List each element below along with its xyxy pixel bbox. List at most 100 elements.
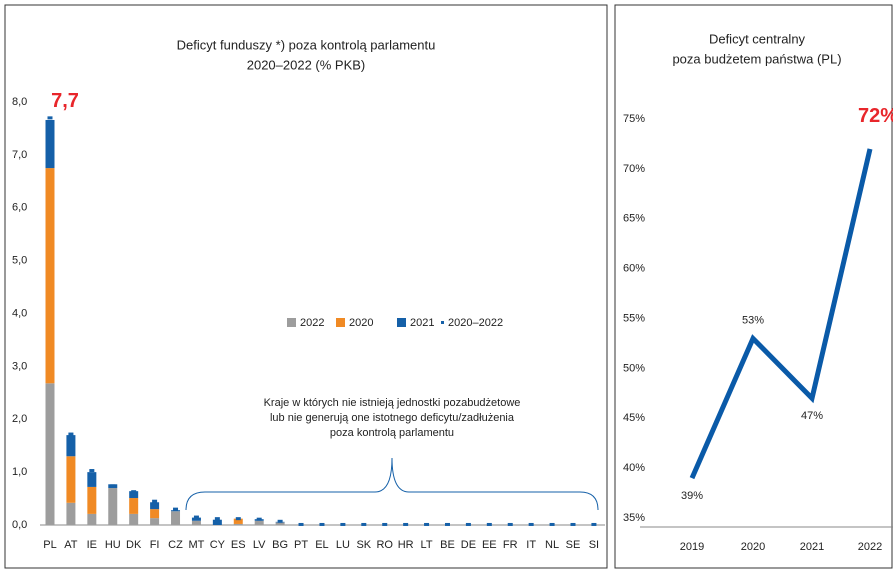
data-label: 72%	[858, 105, 893, 127]
bar-segment	[233, 523, 243, 525]
total-dot	[152, 499, 158, 503]
annotation: lub nie generują one istotnego deficytu/…	[270, 412, 515, 424]
total-dot	[591, 522, 597, 526]
data-label: 47%	[801, 410, 823, 422]
bar-segment	[150, 509, 160, 519]
x-tick-label: CY	[210, 539, 226, 551]
total-dot	[444, 522, 450, 526]
y-tick-label: 65%	[623, 213, 645, 225]
bar-segment	[191, 517, 201, 521]
legend-label: 2020	[349, 317, 373, 329]
data-label: 7,7	[51, 90, 79, 112]
x-tick-label: PL	[43, 539, 56, 551]
x-tick-label: MT	[188, 539, 204, 551]
bar-segment	[171, 510, 181, 512]
bar-segment	[66, 456, 76, 503]
total-dot	[277, 519, 283, 523]
x-tick-label: 2022	[858, 541, 882, 553]
legend-label: 2021	[410, 317, 434, 329]
bar-segment	[129, 513, 139, 525]
total-dot	[256, 517, 262, 521]
x-tick-label: DK	[126, 539, 142, 551]
bar-segment	[212, 519, 222, 525]
bar-segment	[45, 168, 55, 384]
y-tick-label: 40%	[623, 462, 645, 474]
legend-swatch	[287, 318, 296, 327]
y-tick-label: 55%	[623, 312, 645, 324]
bar-segment	[45, 119, 55, 169]
total-dot	[549, 522, 555, 526]
x-tick-label: FI	[150, 539, 160, 551]
y-tick-label: 45%	[623, 412, 645, 424]
bar-segment	[87, 472, 97, 487]
x-tick-label: AT	[64, 539, 78, 551]
bar-segment	[66, 502, 76, 525]
total-dot	[507, 522, 513, 526]
total-dot	[486, 522, 492, 526]
x-tick-label: BG	[272, 539, 288, 551]
bar-segment	[233, 518, 243, 524]
bar-segment	[150, 502, 160, 510]
total-dot	[465, 522, 471, 526]
total-dot	[131, 490, 137, 494]
total-dot	[110, 484, 116, 488]
y-tick-label: 8,0	[12, 96, 27, 108]
y-tick-label: 4,0	[12, 307, 27, 319]
x-tick-label: LU	[336, 539, 350, 551]
y-tick-label: 2,0	[12, 413, 27, 425]
total-dot	[173, 507, 179, 511]
x-tick-label: 2019	[680, 541, 704, 553]
x-tick-label: SI	[589, 539, 599, 551]
x-tick-label: HU	[105, 539, 121, 551]
total-dot	[528, 522, 534, 526]
x-tick-label: EL	[315, 539, 328, 551]
total-dot	[570, 522, 576, 526]
bar-segment	[66, 435, 76, 457]
x-tick-label: IE	[87, 539, 97, 551]
bar-segment	[108, 487, 118, 525]
x-tick-label: ES	[231, 539, 246, 551]
x-tick-label: 2021	[800, 541, 824, 553]
legend-label: 2020–2022	[448, 317, 503, 329]
bar-segment	[191, 520, 201, 525]
chart-title: Deficyt centralny	[709, 31, 806, 46]
total-dot	[361, 522, 367, 526]
y-tick-label: 7,0	[12, 149, 27, 161]
legend-swatch	[441, 321, 444, 324]
bar-segment	[129, 491, 139, 499]
total-dot	[298, 522, 304, 526]
total-dot	[382, 522, 388, 526]
y-tick-label: 5,0	[12, 255, 27, 267]
y-tick-label: 6,0	[12, 202, 27, 214]
x-tick-label: IT	[526, 539, 536, 551]
legend-label: 2022	[300, 317, 324, 329]
bar-segment	[275, 522, 285, 525]
total-dot	[193, 515, 199, 519]
x-tick-label: LT	[421, 539, 433, 551]
x-tick-label: CZ	[168, 539, 183, 551]
total-dot	[214, 517, 220, 521]
x-tick-label: SK	[356, 539, 371, 551]
total-dot	[235, 517, 241, 521]
y-tick-label: 70%	[623, 163, 645, 175]
total-dot	[403, 522, 409, 526]
total-dot	[319, 522, 325, 526]
bar-segment	[254, 520, 264, 525]
total-dot	[68, 432, 74, 436]
legend-swatch	[397, 318, 406, 327]
bar-segment	[87, 513, 97, 525]
total-dot	[47, 116, 53, 120]
y-tick-label: 0,0	[12, 519, 27, 531]
annotation: Kraje w których nie istnieją jednostki p…	[264, 397, 521, 409]
bar-segment	[171, 511, 181, 525]
y-tick-label: 50%	[623, 362, 645, 374]
bar-segment	[45, 383, 55, 525]
y-tick-label: 60%	[623, 263, 645, 275]
bar-segment	[129, 498, 139, 514]
total-dot	[89, 469, 95, 473]
y-tick-label: 75%	[623, 113, 645, 125]
line	[689, 148, 873, 480]
data-label: 39%	[681, 490, 703, 502]
y-tick-label: 3,0	[12, 360, 27, 372]
